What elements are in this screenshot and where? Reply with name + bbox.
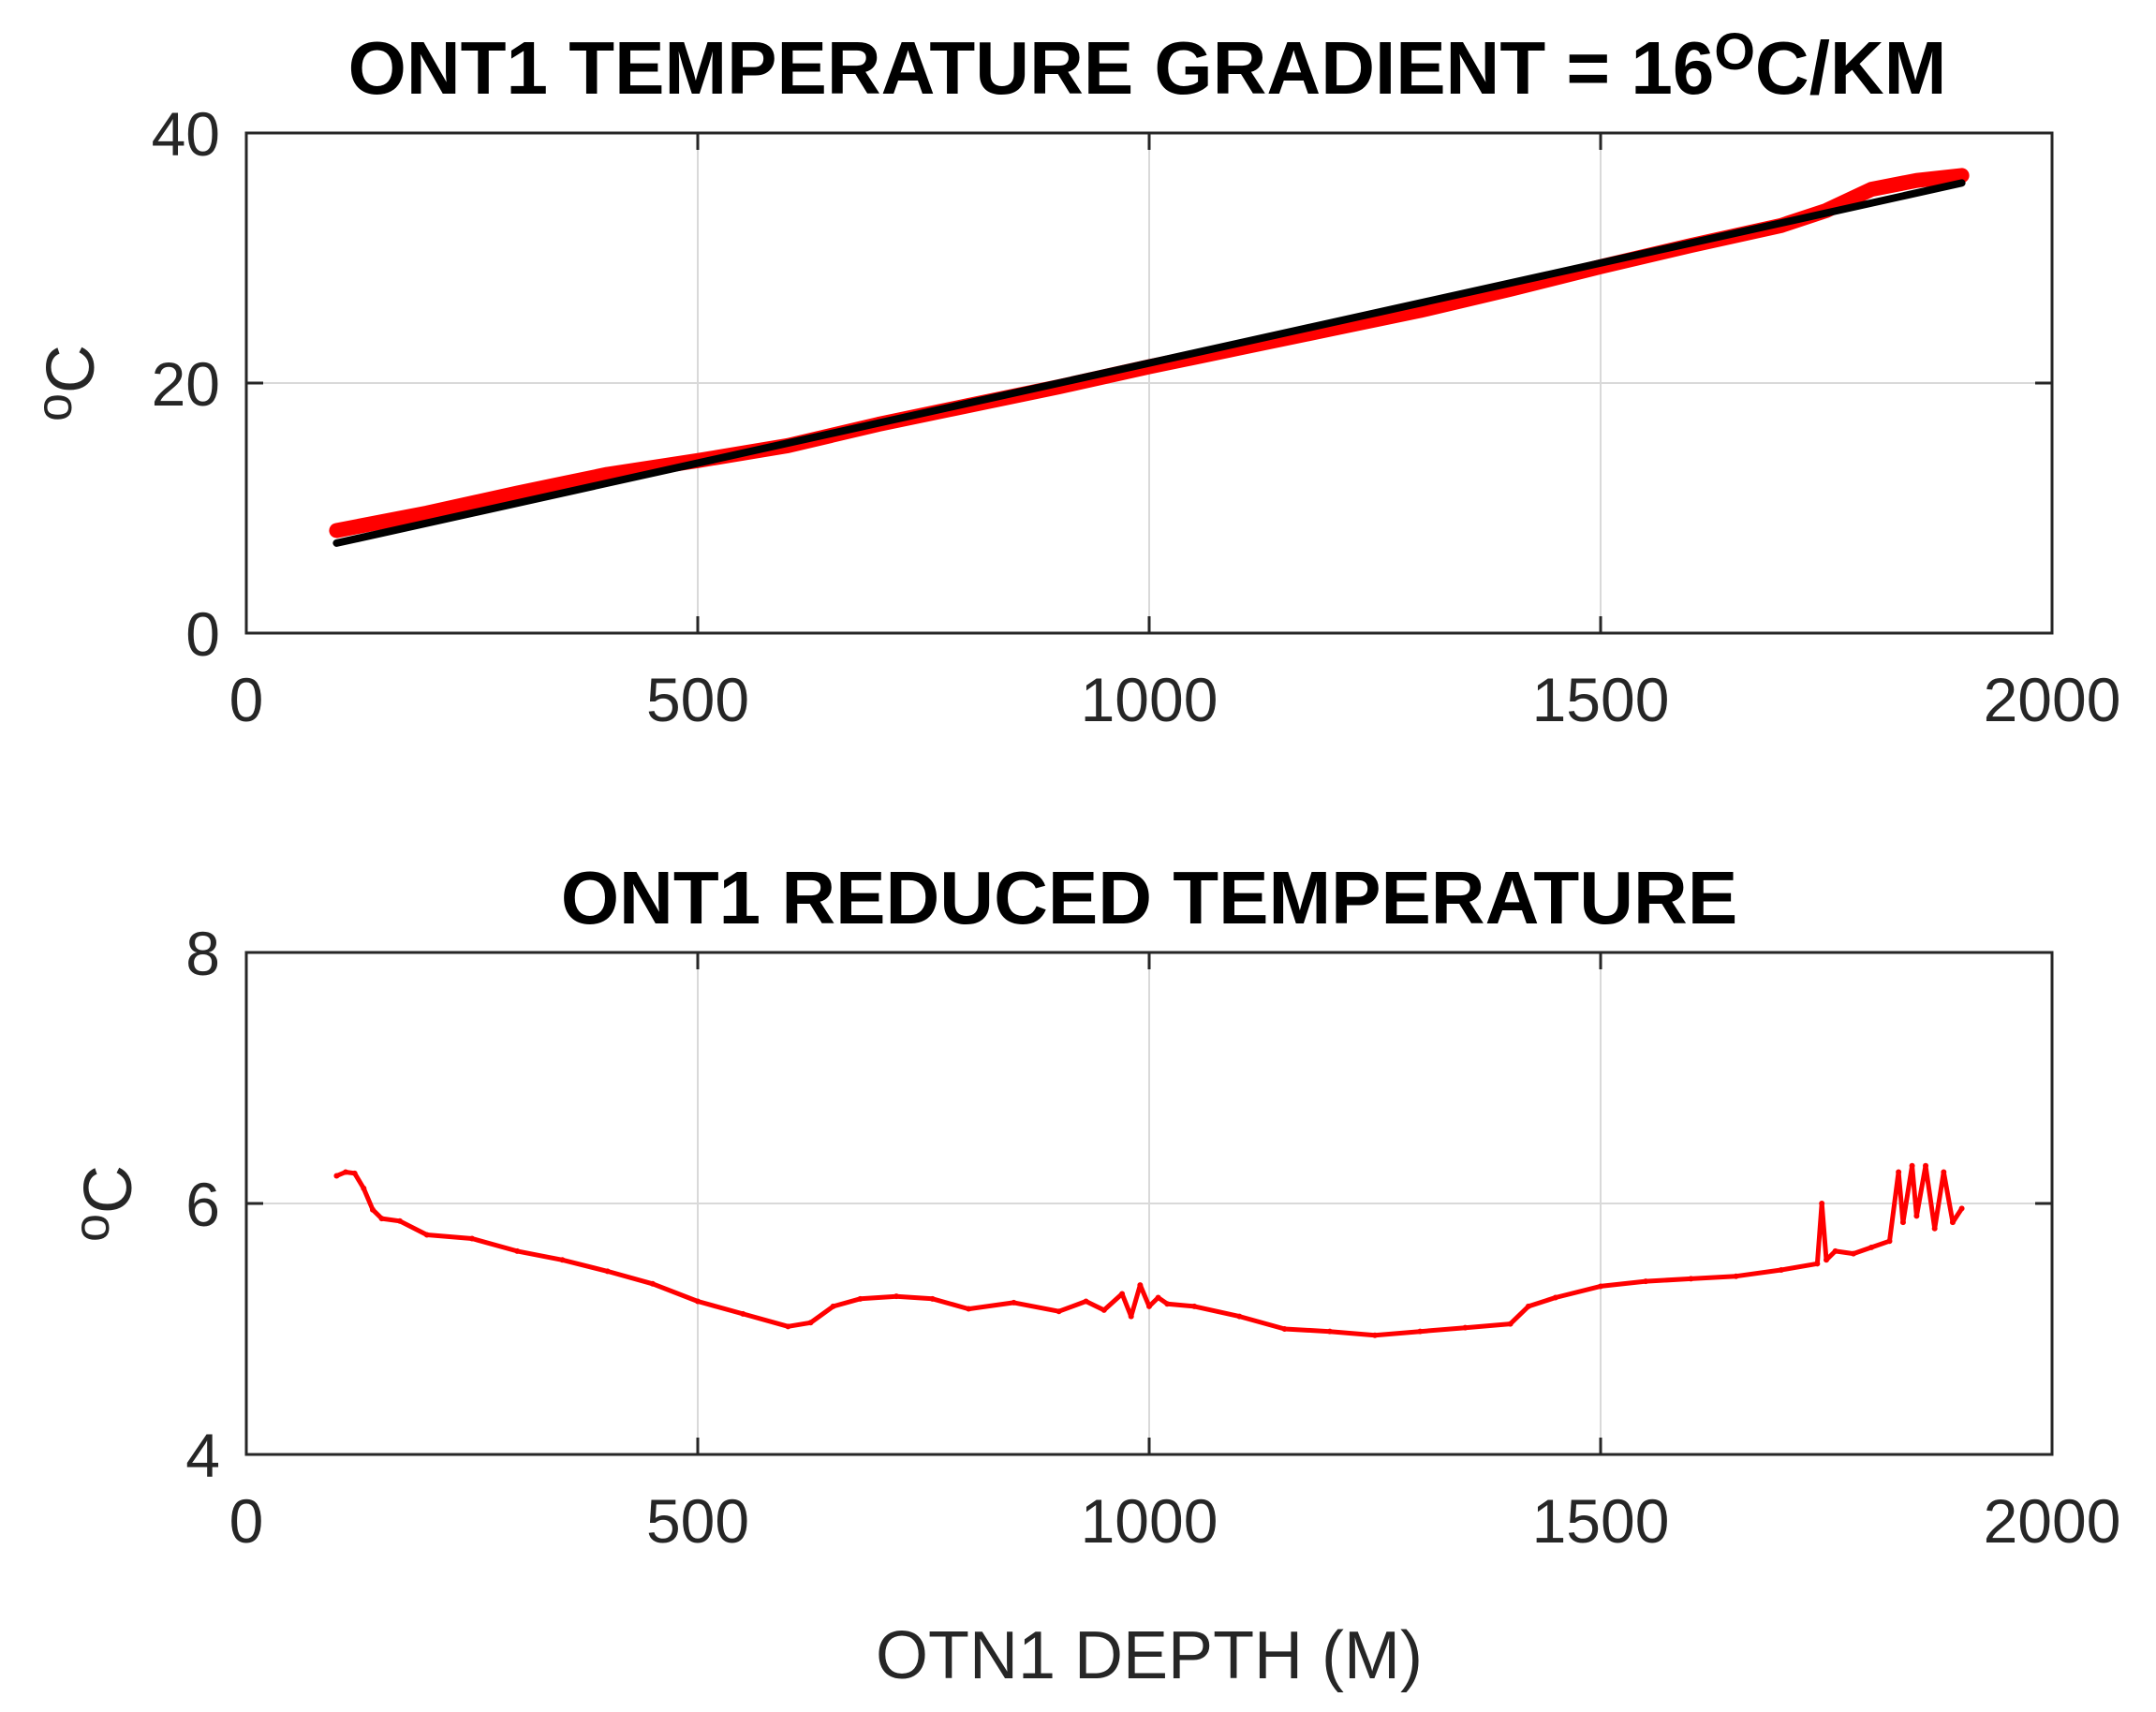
data-point	[1128, 1313, 1134, 1320]
data-point	[1643, 1278, 1649, 1285]
data-point	[1100, 1306, 1107, 1313]
data-point	[807, 1320, 814, 1326]
data-point	[1899, 1219, 1906, 1226]
x-tick-label: 2000	[1984, 665, 2121, 734]
data-point	[893, 1293, 900, 1300]
data-point	[559, 1257, 566, 1263]
data-point	[1164, 1301, 1171, 1307]
grid	[246, 133, 2052, 633]
ticks: 0 500 1000 1500 2000 0 20 40	[152, 99, 2121, 734]
data-point	[1909, 1162, 1915, 1169]
chart-title: ONT1 TEMPERATURE GRADIENT = 16OC/KM	[348, 22, 1947, 110]
data-point	[396, 1218, 403, 1224]
data-point	[1850, 1250, 1856, 1257]
data-point	[361, 1185, 367, 1191]
data-point	[1923, 1162, 1929, 1169]
x-tick-label: 1500	[1532, 665, 1670, 734]
y-tick-label: 6	[185, 1170, 220, 1239]
data-point	[1552, 1294, 1558, 1301]
series-group	[333, 1162, 1965, 1338]
x-tick-label: 2000	[1984, 1486, 2121, 1556]
data-point	[1011, 1299, 1017, 1306]
data-point	[1814, 1261, 1821, 1267]
data-point	[1525, 1303, 1531, 1309]
data-point	[785, 1323, 791, 1330]
data-point	[1896, 1169, 1902, 1175]
data-point	[1868, 1244, 1875, 1250]
x-tick-label: 0	[229, 1486, 264, 1556]
chart-title: ONT1 REDUCED TEMPERATURE	[561, 856, 1737, 939]
data-point	[514, 1247, 521, 1254]
linear-fit-line	[332, 179, 1966, 547]
data-point	[1778, 1267, 1784, 1274]
data-point	[1819, 1201, 1825, 1206]
data-point	[1958, 1205, 1965, 1212]
data-point	[695, 1298, 701, 1305]
ticks: 0 500 1000 1500 2000 4 6 8	[185, 919, 2120, 1556]
data-point	[1824, 1257, 1829, 1263]
grid	[246, 952, 2052, 1454]
x-tick-label: 1000	[1081, 665, 1218, 734]
data-point	[740, 1310, 746, 1317]
y-axis-label: oC	[64, 1165, 146, 1242]
data-point	[1146, 1303, 1152, 1309]
data-point	[1733, 1273, 1739, 1279]
x-tick-label: 1000	[1081, 1486, 1218, 1556]
x-tick-label: 500	[646, 665, 749, 734]
x-tick-label: 0	[229, 665, 264, 734]
temperature-panel: ONT1 TEMPERATURE GRADIENT = 16OC/KM 0 500…	[26, 22, 2120, 734]
data-point	[351, 1170, 358, 1176]
data-point	[343, 1169, 349, 1175]
data-point	[469, 1235, 475, 1242]
series-group	[329, 168, 1970, 547]
data-point	[857, 1295, 864, 1302]
data-point	[1119, 1291, 1126, 1297]
y-tick-label: 0	[185, 599, 220, 669]
data-point	[1688, 1276, 1694, 1282]
data-point	[1137, 1282, 1144, 1289]
data-point	[1886, 1238, 1893, 1245]
data-point	[1832, 1247, 1839, 1254]
data-point	[1417, 1328, 1424, 1335]
data-point	[1083, 1298, 1089, 1305]
data-point	[1155, 1294, 1161, 1301]
data-point	[333, 1173, 340, 1179]
y-tick-label: 40	[152, 99, 220, 169]
data-point	[1949, 1219, 1956, 1226]
data-point	[1598, 1283, 1603, 1290]
data-point	[649, 1280, 656, 1287]
x-tick-label: 500	[646, 1486, 749, 1556]
data-point	[1281, 1326, 1288, 1332]
data-point	[1507, 1321, 1514, 1327]
reduced-temperature-panel: ONT1 REDUCED TEMPERATURE 0 500 1000 1500 200…	[64, 856, 2120, 1693]
x-tick-label: 1500	[1532, 1486, 1670, 1556]
y-tick-label: 4	[185, 1421, 220, 1490]
y-tick-label: 20	[152, 349, 220, 419]
data-point	[929, 1295, 936, 1302]
data-point	[1191, 1303, 1198, 1309]
data-point	[830, 1303, 836, 1309]
data-point	[1056, 1308, 1062, 1315]
data-point	[1236, 1313, 1243, 1320]
data-point	[1913, 1213, 1920, 1219]
data-point	[1372, 1332, 1378, 1338]
data-point	[966, 1306, 972, 1312]
x-axis-label: OTN1 DEPTH (M)	[876, 1618, 1423, 1693]
data-point	[604, 1268, 611, 1275]
data-point	[369, 1206, 376, 1213]
data-point	[1931, 1225, 1938, 1232]
data-point	[1941, 1169, 1947, 1175]
data-point	[423, 1232, 430, 1238]
data-point	[1326, 1328, 1333, 1335]
y-axis-label: oC	[26, 345, 109, 421]
y-tick-label: 8	[185, 919, 220, 988]
data-point	[378, 1216, 385, 1222]
data-point	[1462, 1324, 1469, 1331]
